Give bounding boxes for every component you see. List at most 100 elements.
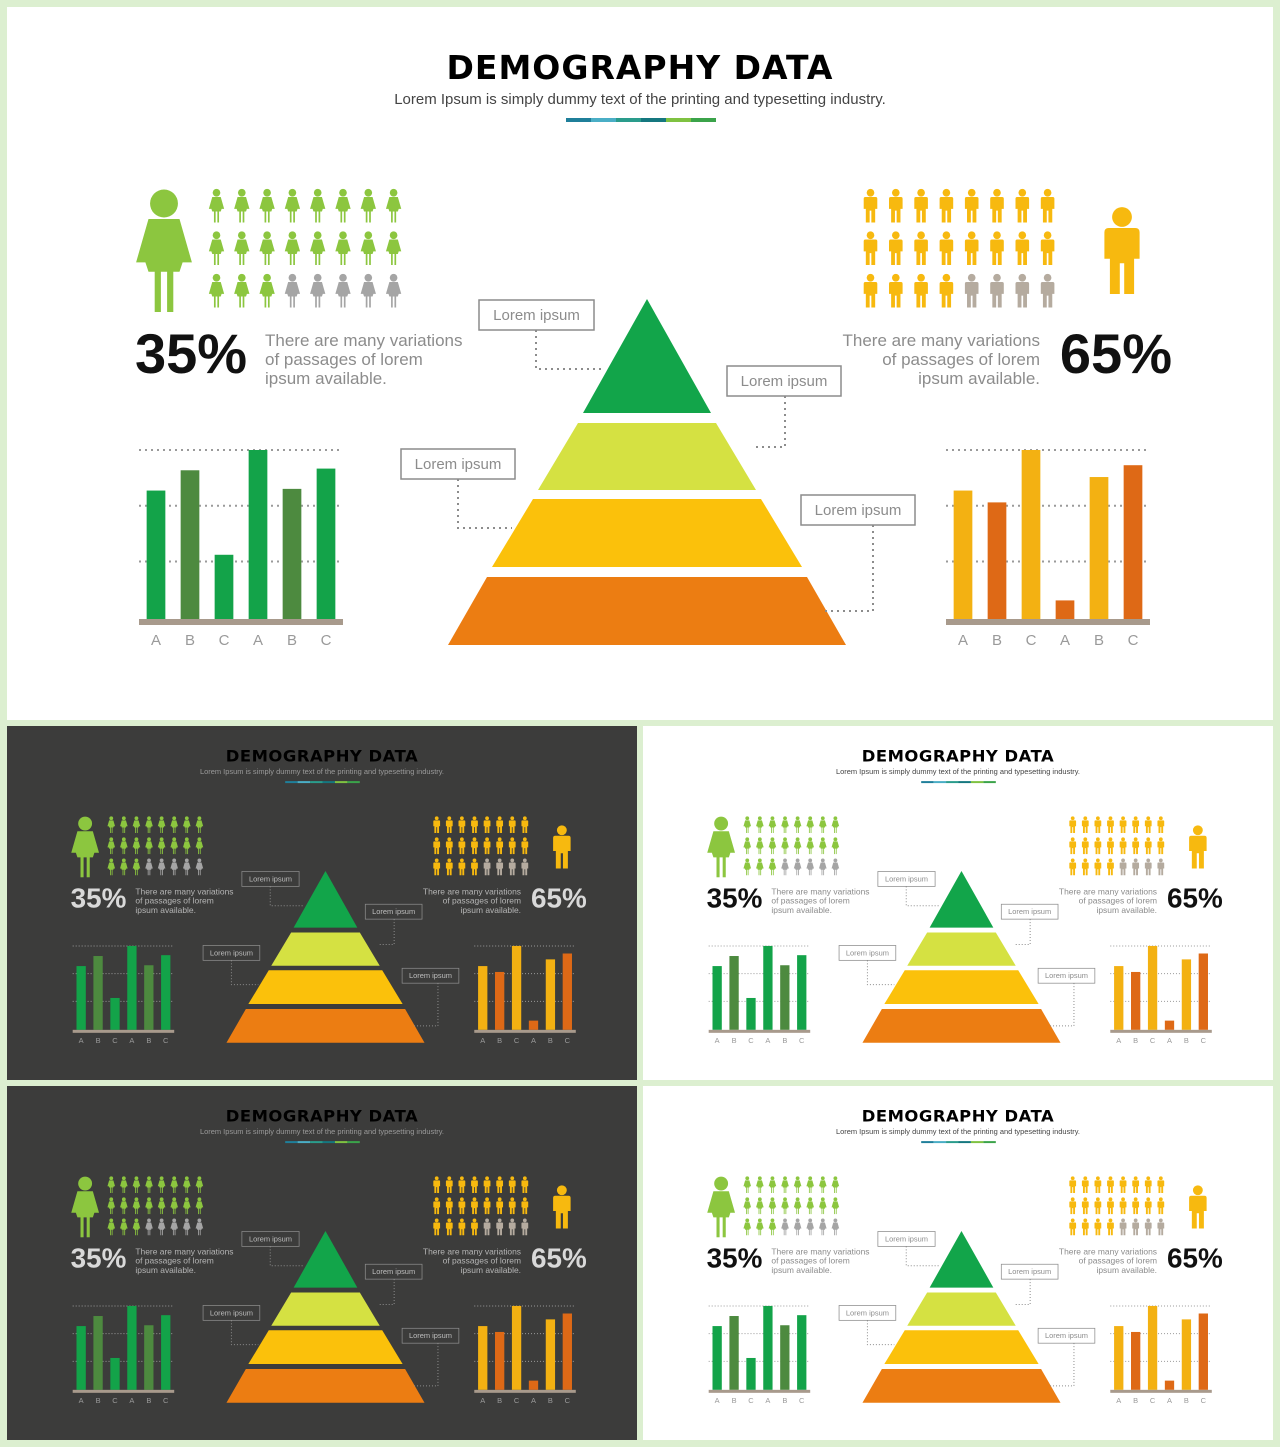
pyramid-tier-4 — [226, 1009, 425, 1043]
pyramid-label-third: Lorem ipsum — [846, 948, 889, 957]
female-person-icon — [208, 231, 225, 265]
chart-tick-label: B — [548, 1036, 553, 1045]
leader-line — [269, 886, 304, 907]
female-person-icon — [793, 1197, 802, 1215]
male-person-icon — [1094, 816, 1102, 833]
leader-line — [230, 960, 259, 986]
chart-tick-label: B — [96, 1036, 101, 1045]
female-person-icon — [385, 273, 402, 308]
accent-segment — [566, 118, 591, 122]
chart-bar — [780, 965, 790, 1030]
thumbnail-dark-1[interactable]: DEMOGRAPHY DATA Lorem Ipsum is simply dum… — [7, 726, 637, 1080]
female-person-icon — [781, 858, 789, 876]
female-person-icon — [781, 1176, 789, 1193]
pyramid-tier-3 — [884, 970, 1039, 1005]
male-person-icon — [1069, 1218, 1077, 1236]
leader-line — [1050, 1343, 1075, 1387]
chart-tick-label: B — [497, 1036, 502, 1045]
chart-tick-label: A — [480, 1036, 485, 1045]
male-person-icon — [1144, 816, 1152, 833]
accent-segment — [285, 1141, 298, 1144]
female-person-icon — [818, 1218, 827, 1236]
male-person-icon — [1081, 1218, 1089, 1236]
male-person-icon — [508, 816, 516, 833]
male-person-icon — [496, 816, 504, 833]
male-person-icon — [1119, 1197, 1127, 1215]
chart-bar — [478, 1326, 488, 1390]
male-person-icon — [1189, 825, 1207, 869]
female-person-icon — [781, 1218, 789, 1236]
accent-segment — [958, 1141, 971, 1144]
male-person-icon — [863, 231, 878, 265]
male-person-icon — [889, 273, 903, 308]
female-person-icon — [107, 1197, 116, 1215]
male-person-icon — [939, 273, 954, 308]
chart-bar — [1123, 465, 1143, 619]
female-person-icon — [132, 858, 141, 876]
chart-bar — [953, 490, 973, 619]
female-person-icon — [120, 858, 128, 876]
female-person-icon — [831, 816, 840, 833]
leader-line — [866, 960, 895, 986]
female-person-icon — [107, 1176, 116, 1193]
chart-bar — [729, 956, 739, 1030]
female-person-icon — [756, 816, 764, 833]
chart-baseline — [1110, 1029, 1212, 1033]
male-person-icon — [483, 858, 491, 876]
chart-tick-label: B — [732, 1036, 737, 1045]
female-person-icon — [818, 858, 827, 876]
chart-bar — [1181, 1319, 1192, 1390]
male-person-icon — [521, 1176, 529, 1193]
male-person-icon — [471, 858, 478, 876]
pyramid-tier-1 — [293, 870, 358, 928]
male-person-icon — [1015, 188, 1030, 223]
thumbnail-dark-2[interactable]: DEMOGRAPHY DATA Lorem Ipsum is simply dum… — [7, 1086, 637, 1440]
female-person-icon — [120, 1197, 128, 1215]
chart-bar — [545, 959, 556, 1030]
male-person-icon — [445, 1218, 453, 1236]
female-person-icon — [234, 188, 250, 223]
male-person-icon — [990, 231, 1004, 265]
female-person-icon — [806, 837, 815, 855]
female-icon-grid — [743, 1176, 840, 1236]
male-person-icon — [483, 1218, 491, 1236]
pyramid-tier-3 — [248, 1330, 403, 1365]
chart-bar — [161, 1315, 171, 1390]
chart-bar — [76, 1326, 86, 1390]
male-description: of passages of lorem — [443, 896, 521, 906]
female-person-icon — [120, 816, 128, 833]
chart-tick-label: A — [531, 1396, 536, 1405]
male-person-icon — [1157, 1197, 1165, 1215]
male-person-icon — [496, 1218, 504, 1236]
male-person-icon — [1094, 1218, 1102, 1236]
male-person-icon — [1119, 1176, 1127, 1193]
female-person-icon — [310, 273, 326, 308]
male-description: of passages of lorem — [1079, 1256, 1157, 1266]
thumbnail-light-2[interactable]: DEMOGRAPHY DATA Lorem Ipsum is simply dum… — [643, 1086, 1273, 1440]
female-person-icon — [743, 837, 752, 855]
female-person-icon — [259, 231, 275, 265]
female-person-icon — [806, 816, 815, 833]
chart-bar — [729, 1316, 739, 1390]
leader-line — [269, 1246, 304, 1267]
pyramid-label-third-box — [400, 448, 516, 480]
male-person-icon — [445, 1197, 453, 1215]
chart-baseline — [474, 1389, 576, 1393]
male-person-icon — [914, 231, 928, 265]
chart-bar — [746, 1357, 756, 1390]
pyramid — [448, 299, 846, 645]
accent-segment — [691, 118, 716, 122]
female-person-icon — [335, 188, 351, 223]
female-person-icon — [132, 1197, 141, 1215]
chart-tick-label: A — [151, 632, 161, 649]
male-percent: 65% — [1060, 322, 1172, 385]
thumbnail-light-1[interactable]: DEMOGRAPHY DATA Lorem Ipsum is simply dum… — [643, 726, 1273, 1080]
chart-tick-label: C — [1128, 632, 1139, 649]
male-person-icon — [1104, 207, 1140, 294]
title-accent-line — [285, 1141, 360, 1144]
accent-segment — [970, 1141, 984, 1144]
